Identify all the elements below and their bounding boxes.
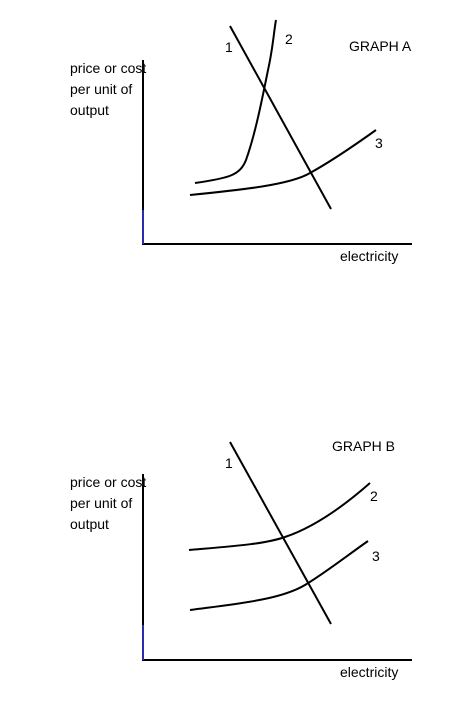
graph-b-title: GRAPH B — [332, 438, 396, 454]
graph-b-canvas — [142, 441, 412, 661]
graph-b-x-axis-label: electricity — [340, 664, 399, 680]
graph-a-axes — [142, 60, 412, 245]
graph-b: GRAPH B price or cost per unit of output… — [0, 420, 474, 714]
graph-a-y-axis-label: price or cost per unit of output — [70, 60, 147, 118]
graph-a-curve-1-label: 1 — [225, 39, 233, 55]
graph-a-x-axis-label: electricity — [340, 248, 399, 264]
graph-b-curve-1-label: 1 — [225, 455, 233, 471]
graph-a-curve-2 — [194, 19, 277, 184]
graph-b-curve-2-label: 2 — [370, 488, 378, 504]
graph-a-curve-2-label: 2 — [285, 31, 293, 47]
graph-a-title: GRAPH A — [349, 38, 412, 54]
graph-b-curve-3-label: 3 — [372, 548, 380, 564]
graph-b-curve-1 — [229, 441, 332, 625]
graph-a-curve-3 — [189, 129, 377, 196]
graph-a: GRAPH A price or cost per unit of output… — [0, 0, 474, 330]
graph-b-curve-3 — [189, 540, 369, 611]
graph-b-y-axis-label: price or cost per unit of output — [70, 474, 147, 532]
graph-b-curve-2 — [188, 482, 371, 551]
graph-a-curve-1 — [229, 25, 332, 210]
graph-a-curve-3-label: 3 — [375, 135, 383, 151]
graph-a-canvas — [142, 19, 412, 245]
